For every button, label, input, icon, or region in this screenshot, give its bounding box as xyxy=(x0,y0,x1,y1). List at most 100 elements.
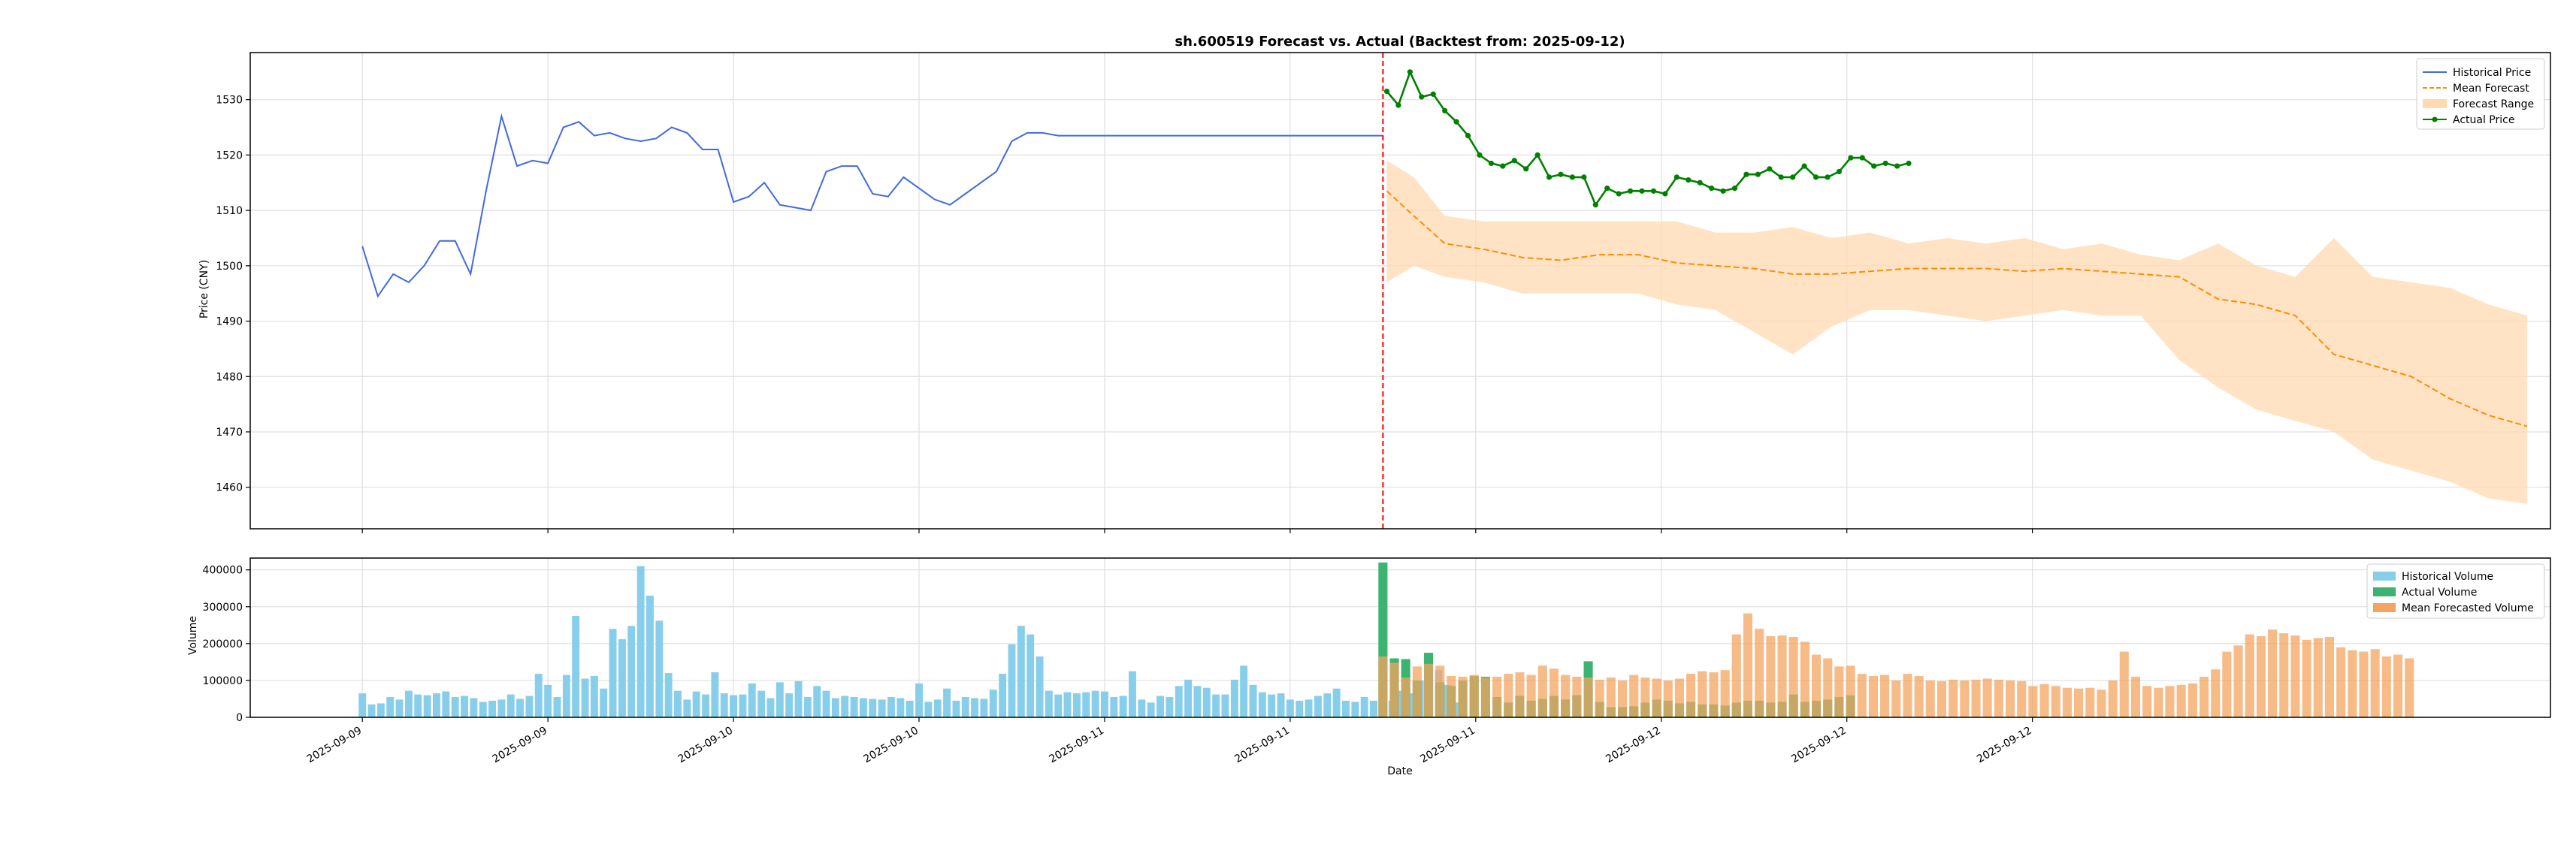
historical-volume-bar xyxy=(739,694,747,717)
mean-forecasted-volume-bar xyxy=(1823,658,1833,717)
actual-price-point xyxy=(1395,102,1401,108)
mean-forecasted-volume-bar xyxy=(2176,684,2186,717)
price-legend-label: Forecast Range xyxy=(2453,98,2534,110)
historical-volume-bar xyxy=(906,700,914,717)
mean-forecasted-volume-bar xyxy=(1526,674,1536,717)
volume-y-tick-label: 400000 xyxy=(203,565,243,577)
price-plot-frame xyxy=(249,52,2551,530)
price-y-tick-label: 1470 xyxy=(216,427,243,439)
historical-volume-bar xyxy=(702,694,709,717)
historical-volume-bar xyxy=(572,616,580,717)
mean-forecasted-volume-bar xyxy=(2097,690,2106,717)
mean-forecasted-volume-bar xyxy=(1674,678,1684,717)
historical-volume-bar xyxy=(841,696,849,717)
actual-price-point xyxy=(1848,155,1854,161)
historical-volume-bar xyxy=(730,695,737,717)
mean-forecasted-volume-bar xyxy=(1846,665,1855,717)
actual-price-point xyxy=(1778,174,1784,180)
mean-forecasted-volume-bar xyxy=(1412,666,1422,717)
mean-forecasted-volume-bar xyxy=(1812,654,1822,717)
actual-price-point xyxy=(1500,163,1506,169)
historical-volume-bar xyxy=(1268,694,1276,717)
historical-volume-bar xyxy=(766,698,775,717)
historical-volume-bar xyxy=(785,693,794,717)
actual-price-point xyxy=(1662,191,1668,197)
historical-volume-bar xyxy=(860,698,867,717)
price-grid xyxy=(250,53,2550,529)
actual-price-point xyxy=(1720,188,1726,194)
historical-volume-bar xyxy=(1119,696,1127,717)
historical-volume-bar xyxy=(1258,692,1266,717)
mean-forecasted-volume-bar xyxy=(1949,679,1958,717)
mean-forecasted-volume-bar xyxy=(1447,676,1456,717)
mean-forecasted-volume-bar xyxy=(2200,677,2209,717)
historical-volume-bar xyxy=(1110,697,1118,717)
price-chart-title: sh.600519 Forecast vs. Actual (Backtest … xyxy=(1175,34,1625,50)
mean-forecasted-volume-bar xyxy=(1629,674,1639,717)
mean-forecasted-volume-bar xyxy=(1640,677,1650,717)
historical-volume-bar xyxy=(516,699,524,717)
actual-price-point xyxy=(1906,160,1912,167)
historical-volume-bar xyxy=(1323,693,1332,717)
historical-volume-bar xyxy=(636,566,645,717)
historical-volume-bar xyxy=(1101,691,1108,717)
historical-volume-bar xyxy=(924,702,933,717)
mean-forecasted-volume-bar xyxy=(1709,672,1719,717)
volume-x-tick-label: 2025-09-10 xyxy=(862,725,921,766)
historical-volume-bar xyxy=(1156,696,1164,717)
historical-volume-bar xyxy=(386,697,395,717)
historical-volume-bar xyxy=(1138,699,1146,717)
actual-price-point xyxy=(1477,152,1483,158)
actual-price-point xyxy=(1442,107,1448,114)
historical-volume-bar xyxy=(581,678,589,717)
volume-y-tick-label: 300000 xyxy=(203,602,243,614)
mean-forecasted-volume-bar xyxy=(1561,674,1571,717)
historical-volume-bar xyxy=(1175,686,1183,717)
mean-forecasted-volume-bar xyxy=(1937,681,1946,717)
historical-volume-bar xyxy=(618,639,626,717)
historical-volume-bar xyxy=(405,690,413,717)
historical-volume-bar xyxy=(627,626,636,717)
mean-forecasted-volume-bar xyxy=(1606,677,1616,717)
historical-volume-bar xyxy=(1230,679,1238,717)
historical-volume-bar xyxy=(1407,693,1415,717)
historical-volume-bar xyxy=(609,629,617,717)
mean-forecasted-volume-bar xyxy=(2336,647,2346,717)
mean-forecasted-volume-bar xyxy=(2006,680,2015,717)
historical-volume-bar xyxy=(748,683,756,717)
historical-volume-bar xyxy=(1073,693,1081,717)
mean-forecasted-volume-bar xyxy=(1572,677,1582,717)
actual-price-point xyxy=(1709,186,1715,192)
mean-forecasted-volume-bar xyxy=(1583,677,1593,717)
mean-forecasted-volume-bar xyxy=(1903,674,1912,717)
historical-volume-bar xyxy=(683,699,691,717)
actual-price-point xyxy=(1407,69,1413,75)
mean-forecasted-volume-bar xyxy=(1537,665,1547,717)
historical-volume-bar xyxy=(1332,688,1341,717)
historical-volume-bar xyxy=(497,699,506,717)
actual-price-point xyxy=(1523,166,1529,172)
price-legend-box xyxy=(2416,58,2545,130)
price-y-tick-label: 1490 xyxy=(216,316,243,328)
mean-forecasted-volume-bar xyxy=(2370,649,2380,717)
mean-forecasted-volume-bar xyxy=(2324,637,2334,717)
price-legend-label: Mean Forecast xyxy=(2453,83,2529,95)
legend-swatch-mean-forecasted-volume xyxy=(2373,603,2396,612)
historical-volume-bar xyxy=(1045,690,1053,717)
mean-forecasted-volume-bar xyxy=(2017,681,2027,717)
mean-forecasted-volume-bar xyxy=(1492,677,1502,717)
mean-forecasted-volume-bar xyxy=(2348,650,2357,717)
historical-volume-bar xyxy=(451,697,459,717)
volume-y-tick-label: 100000 xyxy=(203,675,243,687)
mean-forecasted-volume-bar xyxy=(1401,677,1410,717)
historical-volume-bar xyxy=(664,673,673,717)
price-y-tick-label: 1480 xyxy=(216,371,243,383)
mean-forecasted-volume-bar xyxy=(1743,613,1752,717)
historical-volume-bar xyxy=(655,620,664,717)
actual-price-point xyxy=(1686,177,1692,183)
mean-forecasted-volume-bar xyxy=(2405,658,2414,717)
price-y-tick-label: 1460 xyxy=(216,482,243,494)
mean-forecasted-volume-bar xyxy=(1880,674,1890,717)
mean-forecasted-volume-bar xyxy=(1618,680,1628,717)
